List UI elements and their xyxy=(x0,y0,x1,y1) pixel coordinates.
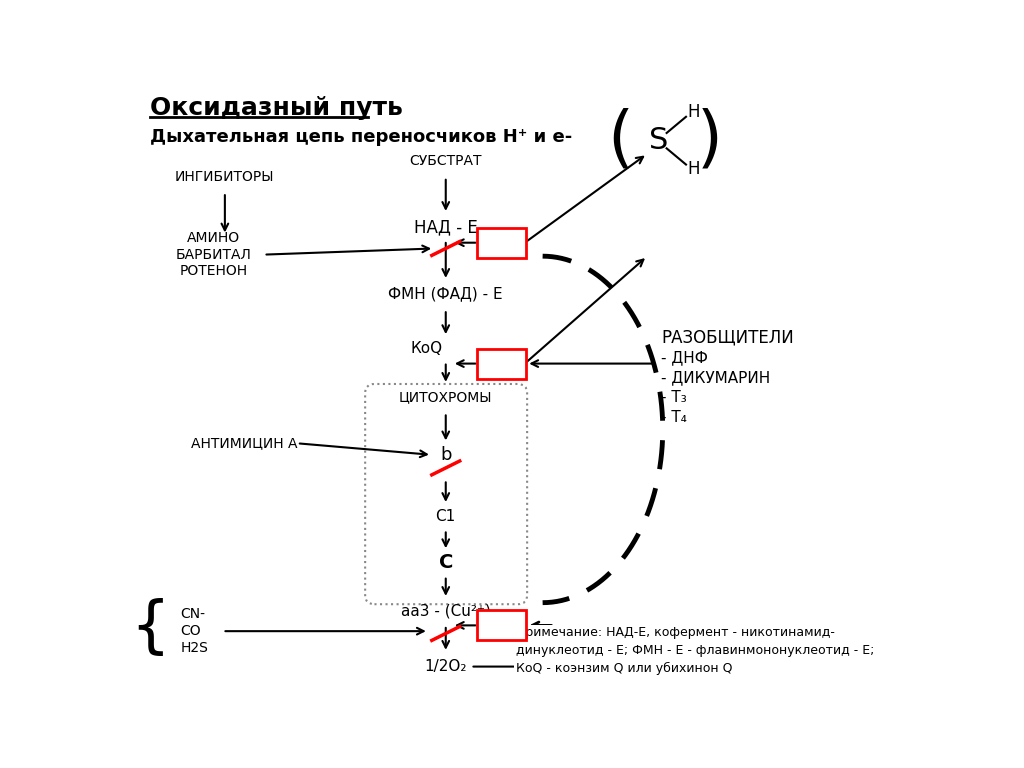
Text: b: b xyxy=(440,446,452,464)
Text: H₂O: H₂O xyxy=(546,659,575,674)
Text: {: { xyxy=(130,598,170,658)
Text: АМИНО
БАРБИТАЛ
РОТЕНОН: АМИНО БАРБИТАЛ РОТЕНОН xyxy=(175,231,251,278)
FancyBboxPatch shape xyxy=(366,384,527,604)
Text: S: S xyxy=(649,126,669,155)
Text: H: H xyxy=(687,103,700,121)
Text: С: С xyxy=(438,553,453,572)
Text: - Т₄: - Т₄ xyxy=(662,410,687,425)
Text: ): ) xyxy=(696,108,722,174)
Text: CN-: CN- xyxy=(180,607,206,621)
Text: - Т₃: - Т₃ xyxy=(662,390,687,406)
Text: С1: С1 xyxy=(435,509,456,524)
Text: АТФ: АТФ xyxy=(485,356,518,371)
Text: НАД - Е: НАД - Е xyxy=(414,218,477,236)
Text: H: H xyxy=(687,161,700,178)
Text: ФМН (ФАД) - Е: ФМН (ФАД) - Е xyxy=(388,286,503,301)
Text: СУБСТРАТ: СУБСТРАТ xyxy=(410,154,482,168)
Text: Примечание: НАД-Е, кофермент - никотинамид-
динуклеотид - Е; ФМН - Е - флавинмон: Примечание: НАД-Е, кофермент - никотинам… xyxy=(515,626,873,675)
Text: 1/2O₂: 1/2O₂ xyxy=(425,659,467,674)
Text: ЦИТОХРОМЫ: ЦИТОХРОМЫ xyxy=(399,390,493,404)
Text: ИНГИБИТОРЫ: ИНГИБИТОРЫ xyxy=(175,170,274,184)
Text: аа3 - (Cu²⁺): аа3 - (Cu²⁺) xyxy=(400,604,490,619)
FancyBboxPatch shape xyxy=(477,349,526,379)
FancyBboxPatch shape xyxy=(477,611,526,641)
Text: АТФ: АТФ xyxy=(485,618,518,633)
Text: АНТИМИЦИН А: АНТИМИЦИН А xyxy=(191,436,298,450)
Text: АТФ: АТФ xyxy=(485,235,518,250)
Text: КоQ: КоQ xyxy=(411,341,442,356)
Text: Оксидазный путь: Оксидазный путь xyxy=(150,96,402,121)
Text: РАЗОБЩИТЕЛИ: РАЗОБЩИТЕЛИ xyxy=(662,328,794,346)
FancyBboxPatch shape xyxy=(477,227,526,258)
Text: - ДНФ: - ДНФ xyxy=(662,350,708,366)
Text: CO: CO xyxy=(180,624,202,638)
Text: Дыхательная цепь переносчиков H⁺ и е-: Дыхательная цепь переносчиков H⁺ и е- xyxy=(150,127,572,146)
Text: (: ( xyxy=(607,108,633,174)
Text: H2S: H2S xyxy=(180,641,209,655)
Text: - ДИКУМАРИН: - ДИКУМАРИН xyxy=(662,370,770,386)
